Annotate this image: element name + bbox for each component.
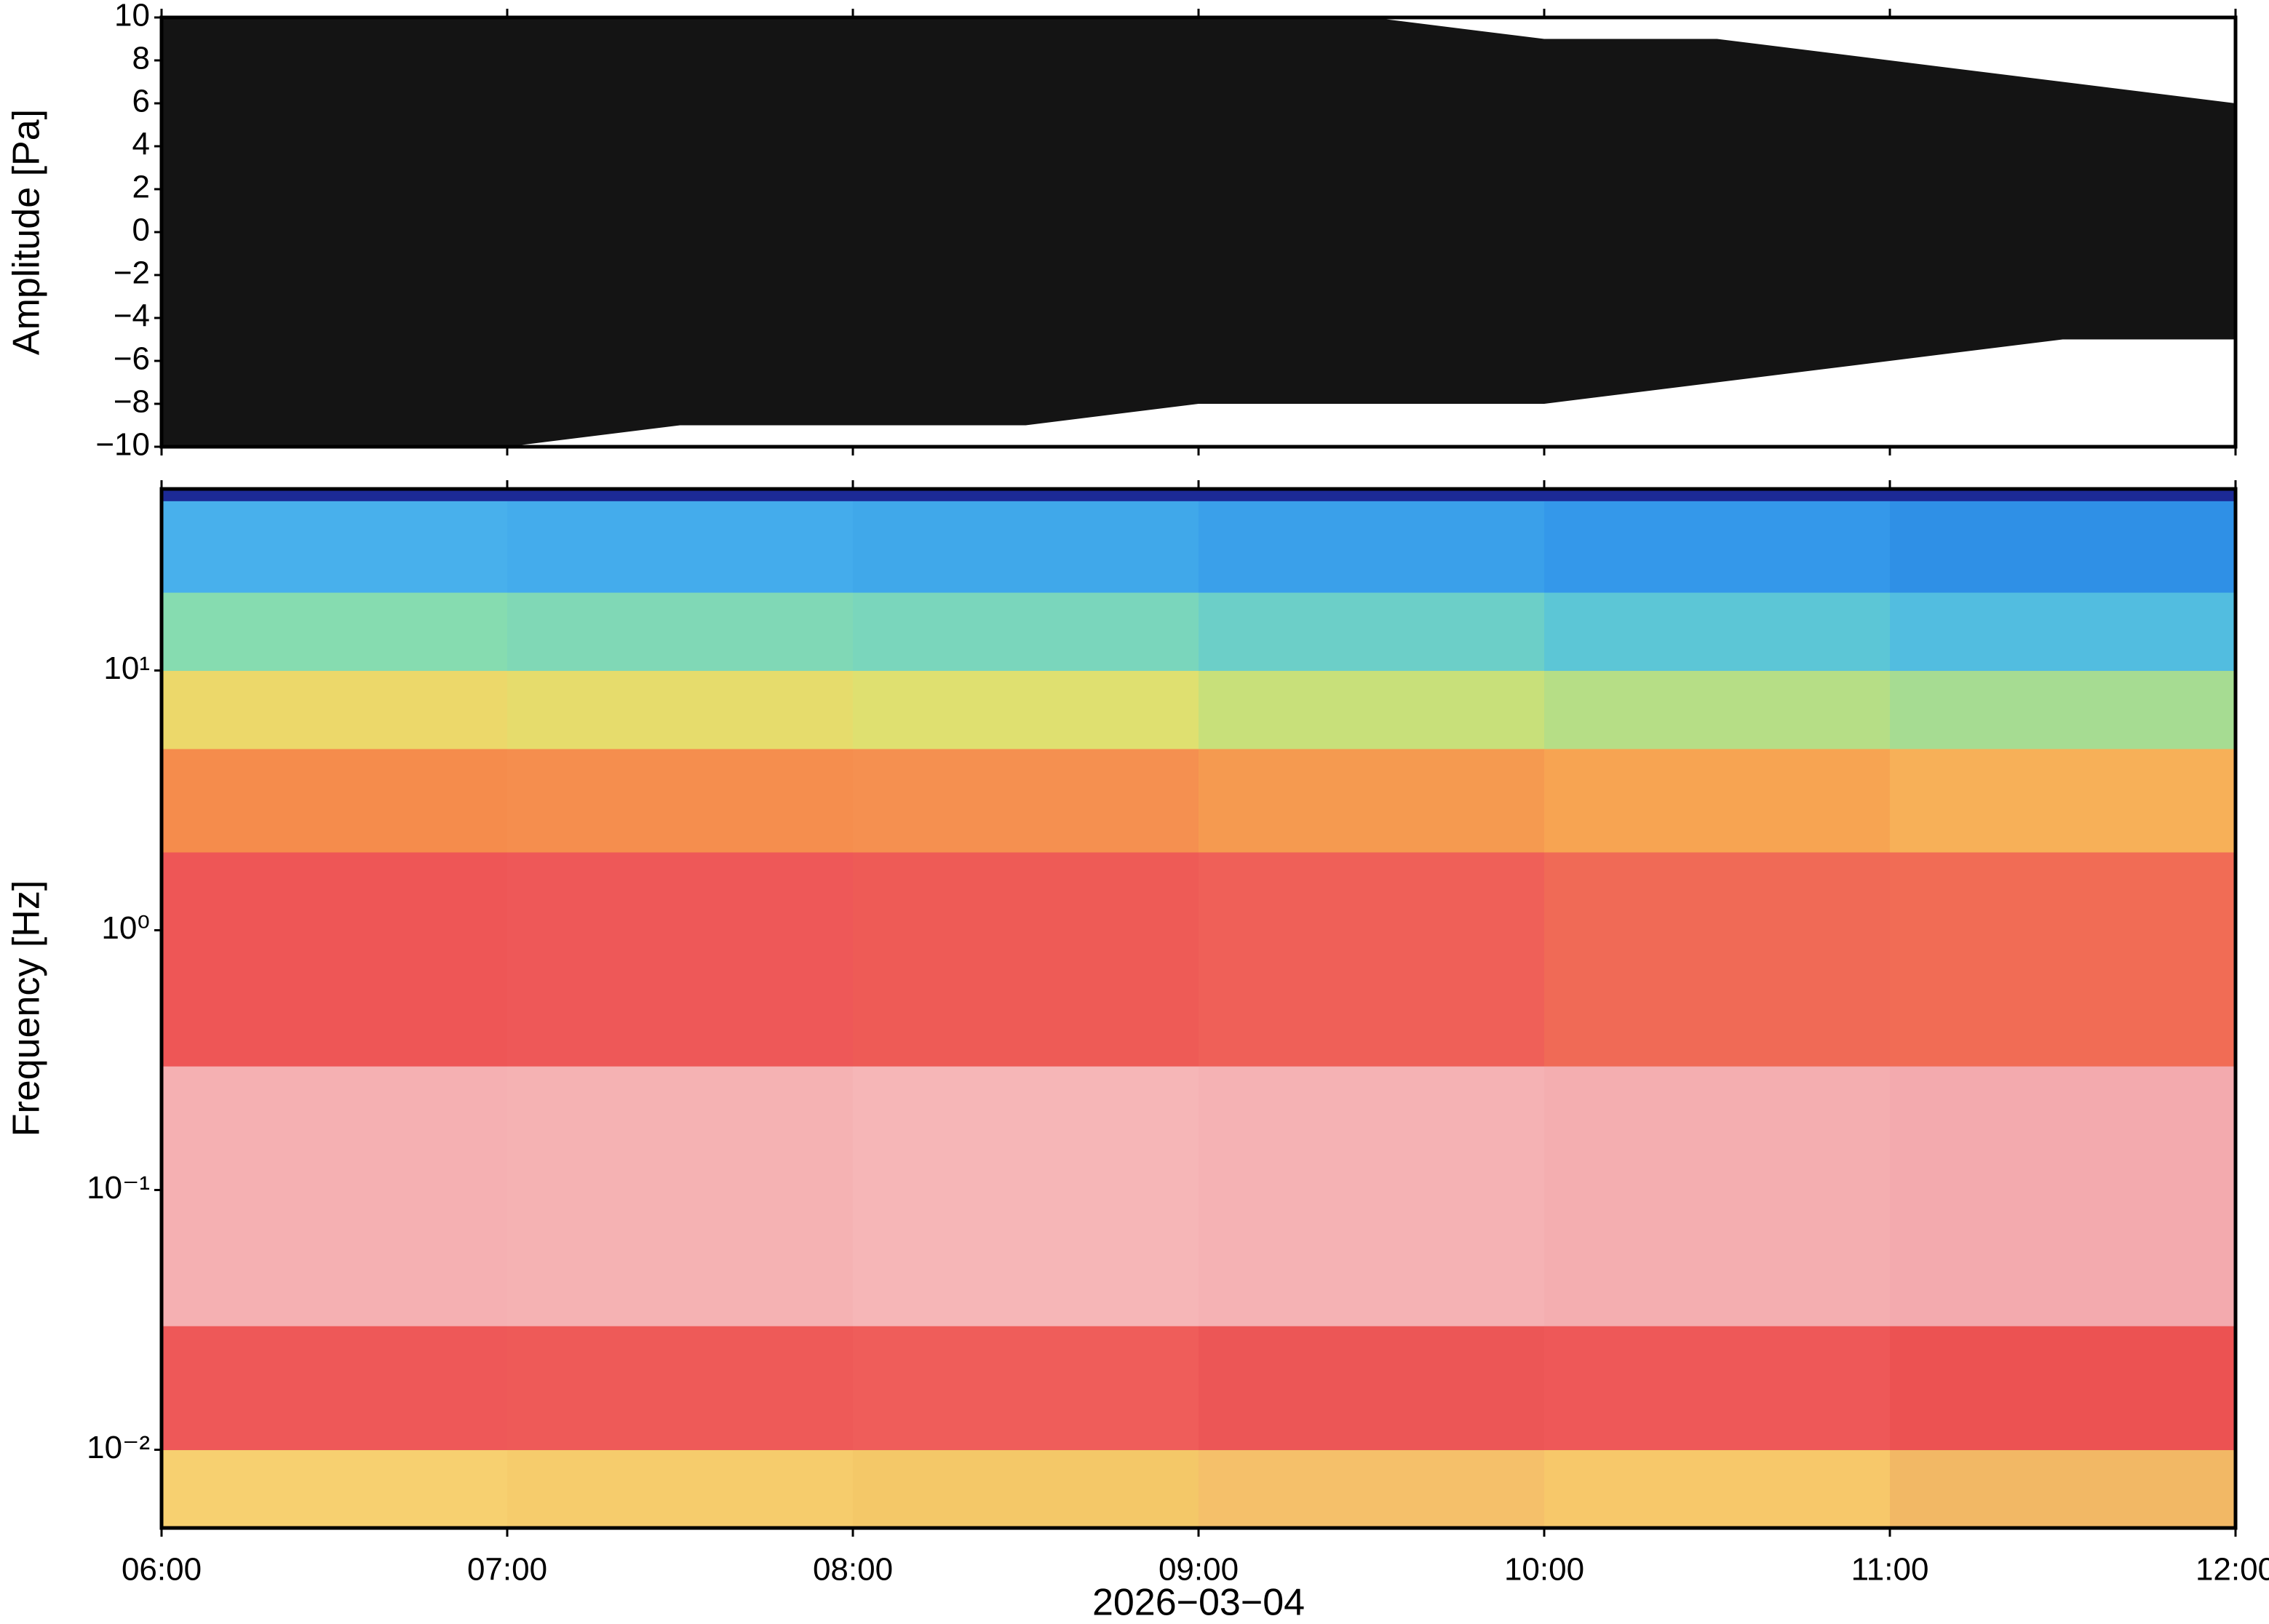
spectrogram-cell [162, 1449, 508, 1529]
spectrogram-cell [1199, 749, 1545, 853]
spectrogram-cell [162, 1066, 508, 1326]
spectrogram-cell [1199, 1326, 1545, 1451]
spectrogram-cell [1544, 749, 1891, 853]
x-tick-label: 07:00 [467, 1552, 547, 1588]
spectrogram-cell [853, 852, 1199, 1067]
spectrogram-cell [507, 489, 854, 501]
spectrogram-cell [853, 1066, 1199, 1326]
y-tick-label: 10⁰ [101, 910, 150, 946]
spectrogram-cell [162, 592, 508, 672]
y-tick-label: 10 [114, 0, 150, 33]
spectrogram-cell [1890, 670, 2236, 749]
spectrogram-cell [162, 852, 508, 1067]
y-tick-label: −10 [95, 427, 150, 463]
y-tick-label: 10¹ [103, 650, 150, 686]
spectrogram-cell [1199, 501, 1545, 593]
spectrogram-cell [507, 852, 854, 1067]
spectrogram-cell [507, 1449, 854, 1529]
spectrogram-cell [1199, 592, 1545, 672]
y-axis-title: Amplitude [Pa] [6, 109, 48, 355]
spectrogram-cell [162, 501, 508, 593]
spectrogram-cell [853, 1326, 1199, 1451]
spectrogram-cell [507, 749, 854, 853]
spectrogram-cell [1890, 1326, 2236, 1451]
y-tick-label: 4 [132, 127, 150, 162]
y-tick-label: −2 [114, 255, 150, 291]
spectrogram-cell [1544, 1449, 1891, 1529]
spectrogram-cell [162, 489, 508, 501]
spectrogram-cell [507, 1326, 854, 1451]
spectrogram-cell [1890, 501, 2236, 593]
y-axis-title: Frequency [Hz] [6, 880, 48, 1137]
x-tick-label: 12:00 [2196, 1552, 2269, 1588]
y-tick-label: −4 [114, 298, 150, 334]
panel-frame [159, 487, 2238, 1530]
x-tick-label: 08:00 [813, 1552, 893, 1588]
x-axis-title: 2026−03−04 [1092, 1582, 1305, 1624]
spectrogram-cell [507, 501, 854, 593]
spectrogram-cell [853, 1449, 1199, 1529]
spectrogram-cell [1544, 592, 1891, 672]
spectrogram-cell [1890, 1449, 2236, 1529]
spectrogram-cell [507, 670, 854, 749]
y-tick-label: −8 [114, 384, 150, 420]
spectrogram-cell [1199, 1449, 1545, 1529]
spectrogram-cell [1544, 670, 1891, 749]
spectrogram-cell [1199, 852, 1545, 1067]
spectrogram-cell [1544, 1326, 1891, 1451]
amplitude-envelope [162, 17, 2236, 232]
x-tick-label: 06:00 [122, 1552, 202, 1588]
spectrogram-cell [1199, 670, 1545, 749]
spectrogram-cell [1544, 489, 1891, 501]
x-tick-label: 11:00 [1851, 1552, 1929, 1588]
y-tick-label: 10⁻¹ [87, 1170, 150, 1206]
spectrogram-cell [1199, 489, 1545, 501]
x-tick-label: 09:00 [1159, 1552, 1239, 1588]
x-tick-label: 10:00 [1504, 1552, 1584, 1588]
amplitude-envelope [162, 232, 2236, 447]
spectrogram-cell [1890, 489, 2236, 501]
spectrogram-cell [1890, 1066, 2236, 1326]
y-tick-label: 8 [132, 41, 150, 76]
y-tick-label: 6 [132, 84, 150, 119]
y-tick-label: 2 [132, 170, 150, 205]
spectrogram-cell [1890, 592, 2236, 672]
spectrogram-cell [507, 592, 854, 672]
spectrogram-cell [1544, 501, 1891, 593]
spectrogram-cell [1890, 852, 2236, 1067]
spectrogram-cell [853, 489, 1199, 501]
y-tick-label: 10⁻² [87, 1430, 150, 1465]
spectrogram-cell [853, 749, 1199, 853]
y-tick-label: −6 [114, 341, 150, 377]
spectrogram-cell [1544, 1066, 1891, 1326]
spectrogram-cell [1544, 852, 1891, 1067]
spectrogram-cell [1199, 1066, 1545, 1326]
spectrogram-cell [1890, 749, 2236, 853]
spectrogram-cell [853, 592, 1199, 672]
spectrogram-cell [162, 749, 508, 853]
spectrogram-cell [162, 670, 508, 749]
spectrogram-cell [853, 670, 1199, 749]
spectrogram-cell [853, 501, 1199, 593]
spectrogram-cell [162, 1326, 508, 1451]
y-tick-label: 0 [132, 212, 150, 248]
spectrogram-cell [507, 1066, 854, 1326]
